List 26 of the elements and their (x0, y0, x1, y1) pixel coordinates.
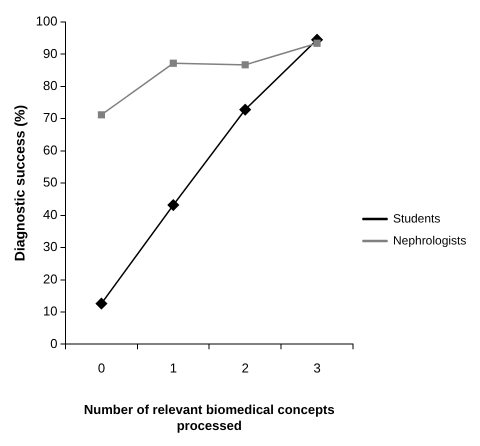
y-tick-label: 20 (43, 271, 58, 286)
y-tick-label: 60 (43, 142, 58, 158)
y-tick-label: 70 (43, 110, 58, 126)
y-tick-label: 50 (43, 174, 58, 190)
y-tick-label: 80 (43, 78, 58, 94)
x-tick-label: 1 (170, 360, 177, 376)
y-tick-label: 100 (36, 14, 58, 29)
y-axis-title: Diagnostic success (%) (11, 104, 28, 262)
y-tick-label: 0 (50, 336, 58, 351)
point (242, 61, 249, 68)
point (168, 199, 180, 211)
x-tick-label: 2 (242, 360, 249, 376)
point (96, 298, 108, 310)
point (313, 40, 321, 47)
legend-label: Nephrologists (393, 233, 466, 248)
y-tick-label: 40 (43, 206, 58, 222)
y-tick-label: 30 (43, 239, 58, 254)
point (98, 111, 106, 118)
y-tick-label: 90 (43, 46, 58, 61)
y-tick-label: 10 (43, 304, 58, 319)
x-axis-title: Number of relevant biomedical concepts processed (84, 402, 335, 433)
x-tick-label: 3 (313, 360, 321, 376)
point (170, 60, 177, 67)
x-tick-label: 0 (98, 360, 106, 376)
legend-label: Students (393, 211, 440, 226)
point (239, 104, 251, 116)
